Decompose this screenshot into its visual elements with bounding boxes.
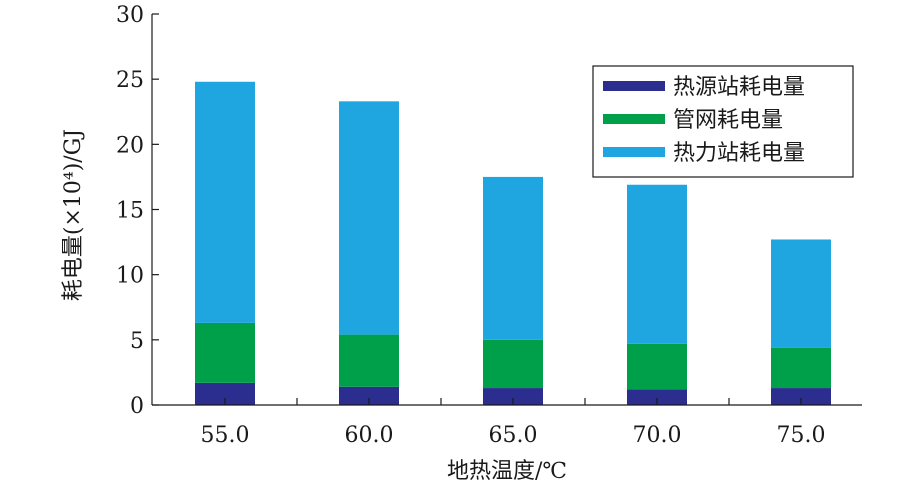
bar-segment-0-3 <box>627 389 687 405</box>
y-tick-label: 30 <box>116 3 144 28</box>
bar-segment-2-2 <box>483 176 543 340</box>
x-tick-label: 70.0 <box>633 423 682 448</box>
bar-segment-0-1 <box>339 386 399 405</box>
y-tick-label: 15 <box>116 199 144 224</box>
y-ticks-group: 0 5 10 15 20 25 30 <box>116 3 159 419</box>
bar-segment-1-3 <box>627 343 687 390</box>
bar-segment-1-1 <box>339 334 399 387</box>
bar-segment-2-3 <box>627 184 687 344</box>
x-tick-label: 65.0 <box>489 423 538 448</box>
bars-group <box>195 81 831 405</box>
y-axis-label: 耗电量(×10⁴)/GJ <box>61 129 86 301</box>
bar-segment-2-1 <box>339 101 399 335</box>
legend-label-2: 热力站耗电量 <box>673 141 805 166</box>
legend-swatch-0 <box>603 81 665 91</box>
x-ticks-group: 55.0 60.0 65.0 70.0 75.0 <box>201 398 826 448</box>
y-tick-label: 25 <box>116 68 144 93</box>
legend-swatch-1 <box>603 114 665 124</box>
y-tick-label: 10 <box>116 264 144 289</box>
bar-segment-2-4 <box>771 239 831 348</box>
legend-swatch-2 <box>603 147 665 157</box>
bar-segment-2-0 <box>195 81 255 323</box>
bar-segment-1-4 <box>771 347 831 389</box>
x-axis-label: 地热温度/℃ <box>447 459 567 484</box>
y-tick-label: 5 <box>130 329 144 354</box>
legend-label-1: 管网耗电量 <box>673 108 783 133</box>
legend-label-0: 热源站耗电量 <box>673 75 805 100</box>
bar-segment-1-0 <box>195 322 255 383</box>
bar-segment-1-2 <box>483 339 543 389</box>
y-tick-label: 0 <box>130 394 144 419</box>
x-tick-label: 75.0 <box>777 423 826 448</box>
bar-segment-0-4 <box>771 388 831 405</box>
x-tick-label: 60.0 <box>345 423 394 448</box>
bar-segment-0-2 <box>483 388 543 405</box>
x-tick-label: 55.0 <box>201 423 250 448</box>
bar-segment-0-0 <box>195 382 255 405</box>
y-tick-label: 20 <box>116 133 144 158</box>
